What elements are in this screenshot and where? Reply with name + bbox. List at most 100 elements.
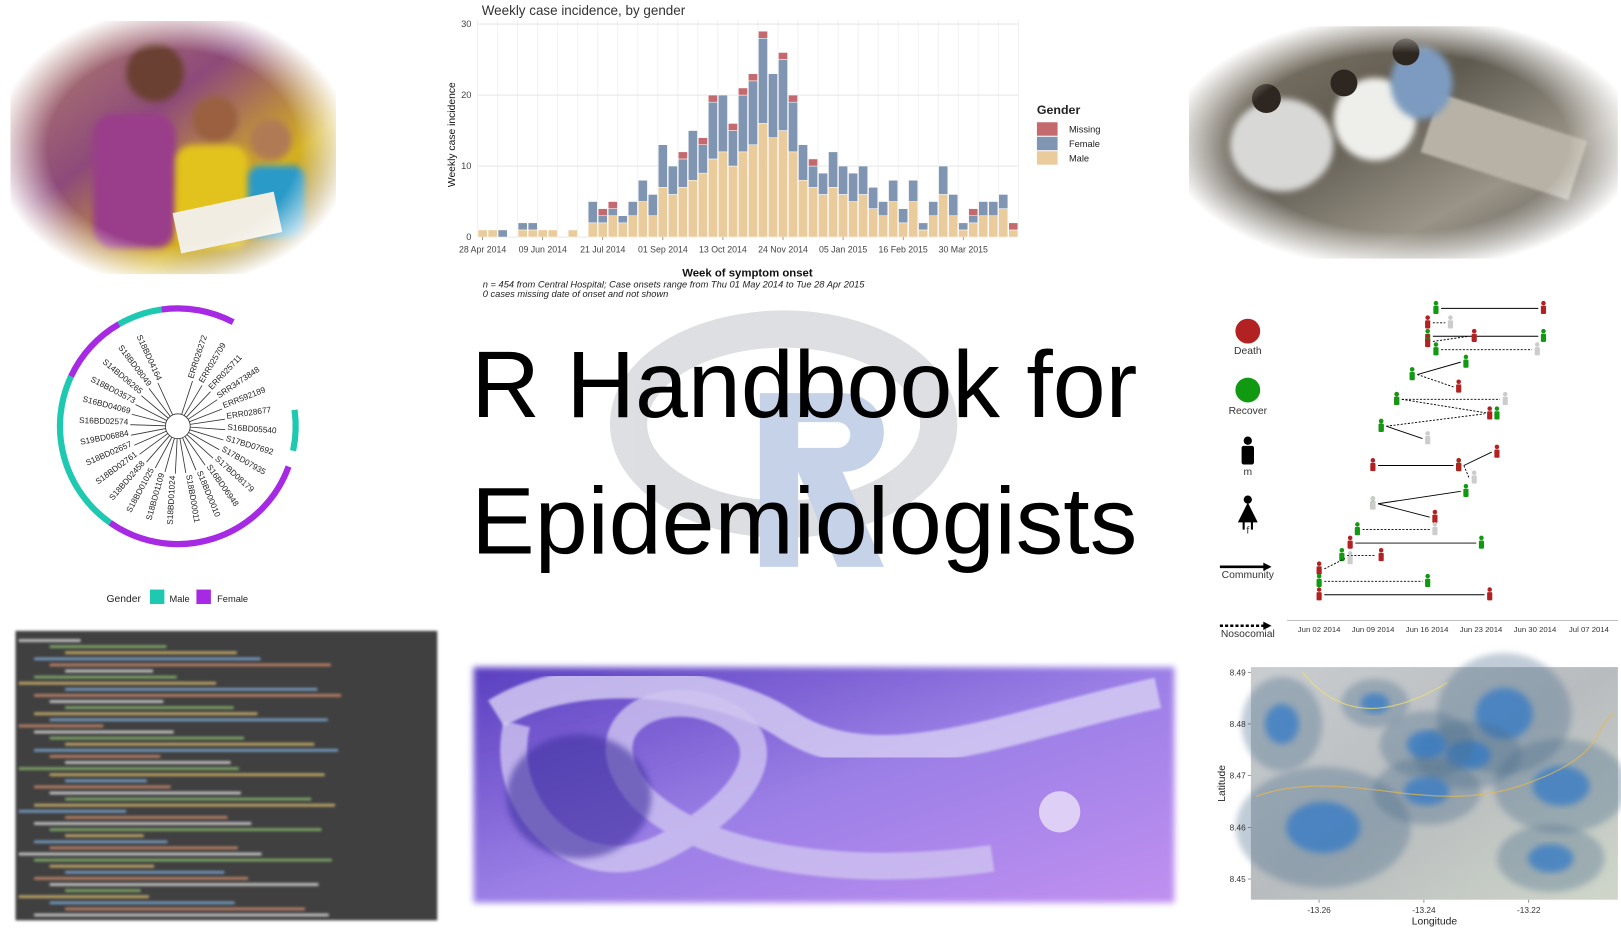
person-head: [1425, 573, 1430, 579]
code-line: [34, 657, 261, 661]
bar-segment: [718, 94, 728, 153]
tree-branch: [141, 395, 169, 419]
person-head: [1425, 334, 1430, 339]
person-head: [1541, 300, 1546, 306]
gender-ring: [117, 306, 162, 327]
person-head: [1502, 391, 1508, 397]
bar-segment: [878, 201, 888, 216]
transmission-link: [1377, 490, 1461, 505]
bar-segment: [838, 194, 848, 238]
plot-background: [477, 19, 1019, 238]
tree-branch: [181, 380, 193, 415]
person-body: [1378, 423, 1384, 432]
tree-branch: [183, 385, 203, 416]
bar-segment: [808, 165, 818, 188]
code-line: [49, 773, 325, 777]
legend-recover: [1235, 377, 1261, 403]
x-tick-label: -13.22: [1517, 906, 1541, 915]
tip-label: S16BD05540: [227, 423, 277, 436]
code-line: [34, 803, 335, 807]
bar-segment: [647, 194, 658, 216]
bar-segment: [798, 144, 808, 181]
bar-segment: [818, 194, 828, 238]
bar-segment: [617, 215, 628, 224]
bar-segment: [1008, 222, 1019, 231]
bar-segment: [998, 194, 1009, 209]
code-line: [34, 858, 332, 862]
code-line: [49, 755, 161, 758]
person-head: [1479, 535, 1484, 541]
code-line: [18, 852, 262, 856]
bar-segment: [808, 158, 818, 167]
person-body: [1433, 305, 1439, 315]
person-head: [1448, 315, 1453, 320]
code-line: [34, 712, 258, 716]
person-head: [1432, 522, 1438, 527]
bar-segment: [828, 187, 838, 238]
person-body: [1316, 592, 1322, 601]
transmission-link: [1386, 425, 1423, 440]
tree-branch: [146, 435, 170, 463]
tree-root: [164, 413, 191, 440]
code-line: [65, 797, 312, 801]
bar-segment: [728, 130, 738, 167]
bar-segment: [607, 208, 618, 216]
x-tick-label: Jun 23 2014: [1460, 625, 1503, 634]
tree-branch: [184, 436, 206, 466]
bar-segment: [998, 208, 1009, 238]
bar-segment: [607, 201, 618, 209]
bar-segment: [808, 187, 818, 238]
bar-segment: [788, 101, 798, 153]
person-body: [1502, 396, 1508, 406]
r-logo: [609, 310, 958, 567]
code-line: [18, 724, 104, 728]
legend-label: Missing: [1069, 125, 1101, 135]
code-line: [34, 694, 342, 697]
bar-segment: [888, 201, 898, 238]
bar-segment: [988, 201, 999, 216]
bar-segment: [698, 137, 708, 146]
gender-ring: [290, 409, 299, 452]
x-axis-label: Longitude: [1412, 917, 1458, 928]
bar-segment: [748, 144, 758, 238]
tip-label: ERR028677: [226, 405, 272, 421]
person-body: [1534, 347, 1540, 356]
person-head: [1494, 444, 1500, 450]
x-tick-label: 28 Apr 2014: [459, 245, 506, 255]
bar-segment: [968, 208, 979, 216]
bar-segment: [968, 222, 979, 238]
person-body: [1471, 475, 1477, 484]
bar-segment: [878, 215, 888, 238]
person-body: [1339, 552, 1345, 562]
transmission-link: [1324, 558, 1346, 570]
person-body: [1316, 578, 1322, 587]
person-body: [1432, 527, 1438, 536]
road: [1302, 671, 1448, 710]
transmission-chain: Death Recover m f Community Nosocomial Jun 02 …: [1219, 300, 1618, 640]
person-body: [1456, 384, 1462, 393]
person-body: [1432, 514, 1438, 523]
density-core: [1403, 776, 1450, 806]
density-core: [1532, 766, 1590, 806]
bar-segment: [908, 201, 919, 238]
bar-segment: [477, 229, 488, 238]
tree-branch: [154, 436, 173, 469]
y-axis-label: Latitude: [1217, 765, 1228, 802]
person-head: [1425, 328, 1430, 334]
bar-segment: [928, 215, 939, 238]
code-line: [49, 846, 238, 850]
bar-segment: [938, 165, 949, 195]
bar-segment: [678, 187, 688, 238]
bar-segment: [597, 215, 608, 224]
bar-segment: [678, 151, 688, 160]
person-body: [1478, 540, 1485, 549]
person-head: [1339, 547, 1345, 553]
bar-segment: [758, 30, 768, 39]
person-head: [1370, 496, 1376, 501]
code-line: [65, 706, 234, 709]
tree-branch: [135, 404, 167, 421]
legend-label: f: [1246, 526, 1249, 537]
person-head: [1494, 406, 1500, 411]
bar-segment: [728, 123, 738, 131]
